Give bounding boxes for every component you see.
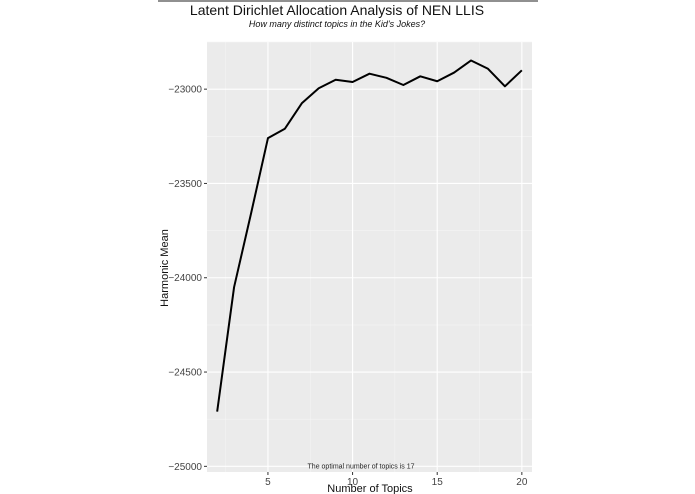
optimal-topics-annotation: The optimal number of topics is 17 <box>308 463 415 470</box>
series-group <box>216 59 523 412</box>
y-tick-label: −23000 <box>168 85 202 96</box>
x-axis-ticks: 5 10 15 20 <box>265 472 528 488</box>
y-tick-label: −23500 <box>168 179 202 190</box>
y-axis-label: Harmonic Mean <box>159 229 171 307</box>
series-line-0 <box>216 59 523 412</box>
chart-title: Latent Dirichlet Allocation Analysis of … <box>190 2 484 18</box>
x-tick-label: 10 <box>347 477 359 488</box>
grid-major <box>207 42 532 472</box>
y-tick-label: −25000 <box>168 462 202 473</box>
y-tick-label: −24500 <box>168 368 202 379</box>
y-tick-label: −24000 <box>168 273 202 284</box>
x-tick-label: 5 <box>265 477 271 488</box>
x-tick-label: 15 <box>432 477 444 488</box>
plot-panel <box>207 42 532 472</box>
chart-subtitle: How many distinct topics in the Kid's Jo… <box>249 19 425 29</box>
grid-minor <box>207 41 532 472</box>
y-axis-ticks: −25000 −24500 −24000 −23500 −23000 <box>168 85 207 473</box>
x-axis-label: Number of Topics <box>327 483 413 494</box>
x-tick-label: 20 <box>516 477 528 488</box>
